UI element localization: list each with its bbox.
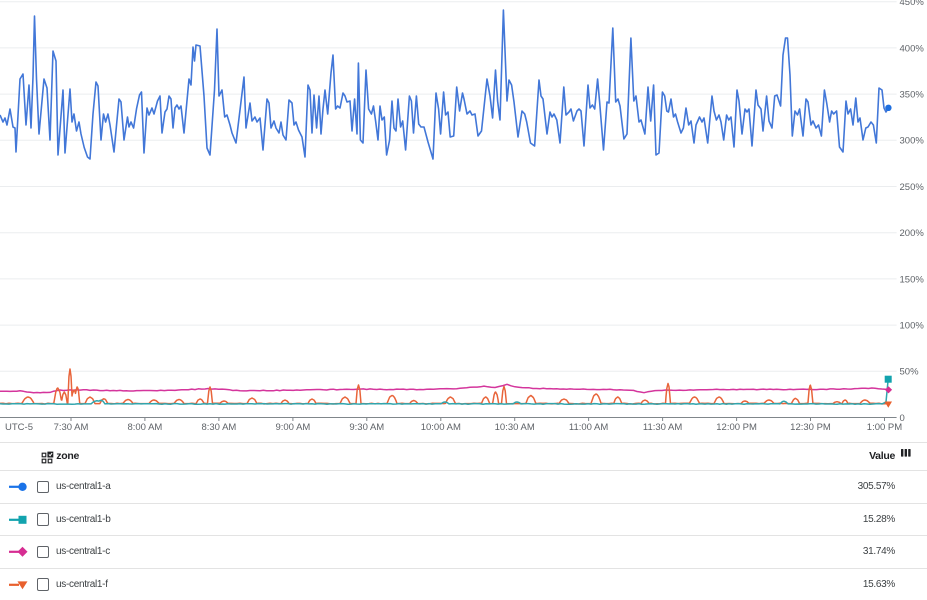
svg-text:11:00 AM: 11:00 AM xyxy=(569,422,609,433)
svg-text:0: 0 xyxy=(900,413,905,424)
svg-text:11:30 AM: 11:30 AM xyxy=(643,422,683,433)
svg-text:8:30 AM: 8:30 AM xyxy=(201,422,236,433)
svg-text:12:00 PM: 12:00 PM xyxy=(716,422,757,433)
svg-text:200%: 200% xyxy=(900,228,925,239)
svg-text:7:30 AM: 7:30 AM xyxy=(54,422,89,433)
svg-text:10:00 AM: 10:00 AM xyxy=(421,422,461,433)
svg-text:100%: 100% xyxy=(900,321,925,332)
svg-text:350%: 350% xyxy=(900,90,925,101)
svg-text:12:30 PM: 12:30 PM xyxy=(790,422,831,433)
svg-text:8:00 AM: 8:00 AM xyxy=(127,422,162,433)
svg-text:50%: 50% xyxy=(900,367,920,378)
svg-text:250%: 250% xyxy=(900,182,925,193)
svg-text:450%: 450% xyxy=(900,0,925,8)
svg-text:9:00 AM: 9:00 AM xyxy=(275,422,310,433)
svg-text:1:00 PM: 1:00 PM xyxy=(867,422,902,433)
svg-text:10:30 AM: 10:30 AM xyxy=(495,422,535,433)
svg-text:150%: 150% xyxy=(900,274,925,285)
svg-text:UTC-5: UTC-5 xyxy=(5,422,33,433)
svg-text:400%: 400% xyxy=(900,43,925,54)
svg-text:9:30 AM: 9:30 AM xyxy=(349,422,384,433)
svg-text:300%: 300% xyxy=(900,136,925,147)
